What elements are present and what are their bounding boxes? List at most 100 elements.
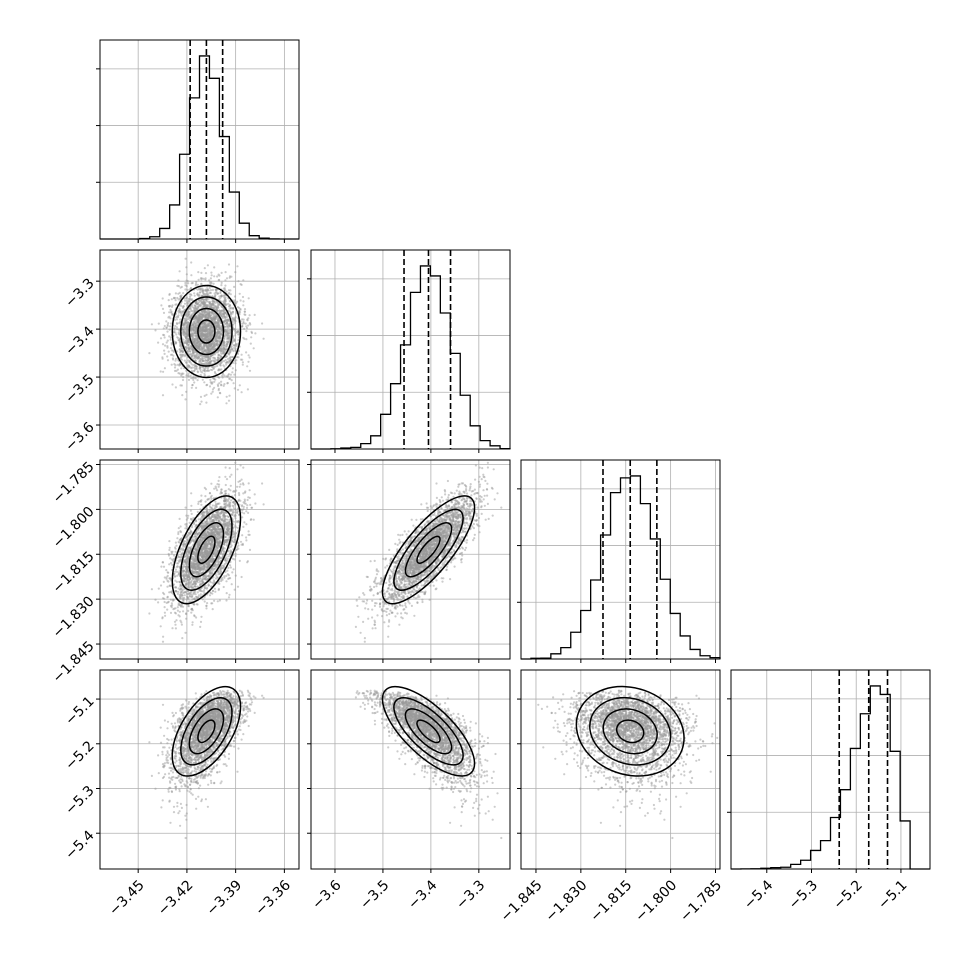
sample-point — [188, 600, 190, 602]
sample-point — [220, 328, 222, 330]
sample-point — [184, 321, 186, 323]
sample-point — [218, 304, 220, 306]
sample-point — [175, 386, 177, 388]
sample-point — [241, 354, 243, 356]
sample-point — [248, 297, 250, 299]
sample-point — [233, 382, 235, 384]
sample-point — [177, 372, 179, 374]
sample-point — [233, 374, 235, 376]
sample-point — [182, 307, 184, 309]
sample-point — [245, 338, 247, 340]
sample-point — [205, 272, 207, 274]
sample-point — [238, 494, 240, 496]
sample-point — [212, 299, 214, 301]
sample-point — [206, 326, 208, 328]
sample-point — [207, 331, 209, 333]
sample-point — [247, 499, 249, 501]
sample-point — [250, 343, 252, 345]
panel-frame — [311, 250, 510, 449]
sample-point — [214, 318, 216, 320]
sample-point — [223, 586, 225, 588]
sample-point — [227, 303, 229, 305]
sample-point — [218, 583, 220, 585]
sample-point — [211, 369, 213, 371]
sample-point — [183, 305, 185, 307]
sample-point — [191, 354, 193, 356]
sample-point — [197, 371, 199, 373]
sample-point — [242, 364, 244, 366]
sample-point — [217, 376, 219, 378]
sample-point — [217, 369, 219, 371]
sample-point — [168, 553, 170, 555]
sample-point — [226, 570, 228, 572]
sample-point — [225, 402, 227, 404]
sample-point — [216, 340, 218, 342]
sample-point — [210, 498, 212, 500]
sample-point — [184, 284, 186, 286]
sample-point — [197, 591, 199, 593]
panel-0-0 — [96, 40, 299, 243]
sample-point — [217, 358, 219, 360]
sample-point — [215, 335, 217, 337]
sample-point — [242, 296, 244, 298]
sample-point — [191, 624, 193, 626]
sample-point — [179, 384, 181, 386]
sample-point — [169, 329, 171, 331]
sample-point — [174, 304, 176, 306]
sample-point — [184, 398, 186, 400]
sample-point — [217, 573, 219, 575]
sample-point — [224, 285, 226, 287]
sample-point — [207, 336, 209, 338]
sample-point — [247, 317, 249, 319]
sample-point — [234, 494, 236, 496]
sample-point — [232, 307, 234, 309]
sample-point — [185, 507, 187, 509]
sample-point — [197, 347, 199, 349]
sample-point — [234, 295, 236, 297]
sample-point — [205, 605, 207, 607]
sample-point — [158, 323, 160, 325]
sample-point — [213, 378, 215, 380]
sample-point — [178, 339, 180, 341]
sample-point — [174, 366, 176, 368]
sample-point — [168, 549, 170, 551]
sample-point — [223, 360, 225, 362]
sample-point — [186, 362, 188, 364]
sample-point — [226, 341, 228, 343]
sample-point — [182, 292, 184, 294]
sample-point — [189, 522, 191, 524]
sample-point — [219, 292, 221, 294]
sample-point — [164, 612, 166, 614]
sample-point — [250, 336, 252, 338]
sample-point — [217, 396, 219, 398]
sample-point — [180, 531, 182, 533]
sample-point — [167, 340, 169, 342]
sample-point — [233, 568, 235, 570]
sample-point — [182, 610, 184, 612]
sample-point — [233, 318, 235, 320]
sample-point — [168, 299, 170, 301]
sample-point — [182, 339, 184, 341]
sample-point — [192, 349, 194, 351]
sample-point — [181, 348, 183, 350]
sample-point — [217, 503, 219, 505]
sample-point — [200, 621, 202, 623]
sample-point — [230, 485, 232, 487]
sample-point — [185, 319, 187, 321]
sample-point — [223, 348, 225, 350]
sample-point — [175, 545, 177, 547]
sample-point — [169, 309, 171, 311]
sample-point — [167, 359, 169, 361]
sample-point — [208, 279, 210, 281]
sample-point — [191, 282, 193, 284]
sample-point — [237, 330, 239, 332]
sample-point — [251, 507, 253, 509]
sample-point — [263, 338, 265, 340]
sample-point — [170, 339, 172, 341]
sample-point — [195, 342, 197, 344]
sample-point — [163, 327, 165, 329]
sample-point — [218, 279, 220, 281]
sample-point — [192, 306, 194, 308]
sample-point — [242, 304, 244, 306]
